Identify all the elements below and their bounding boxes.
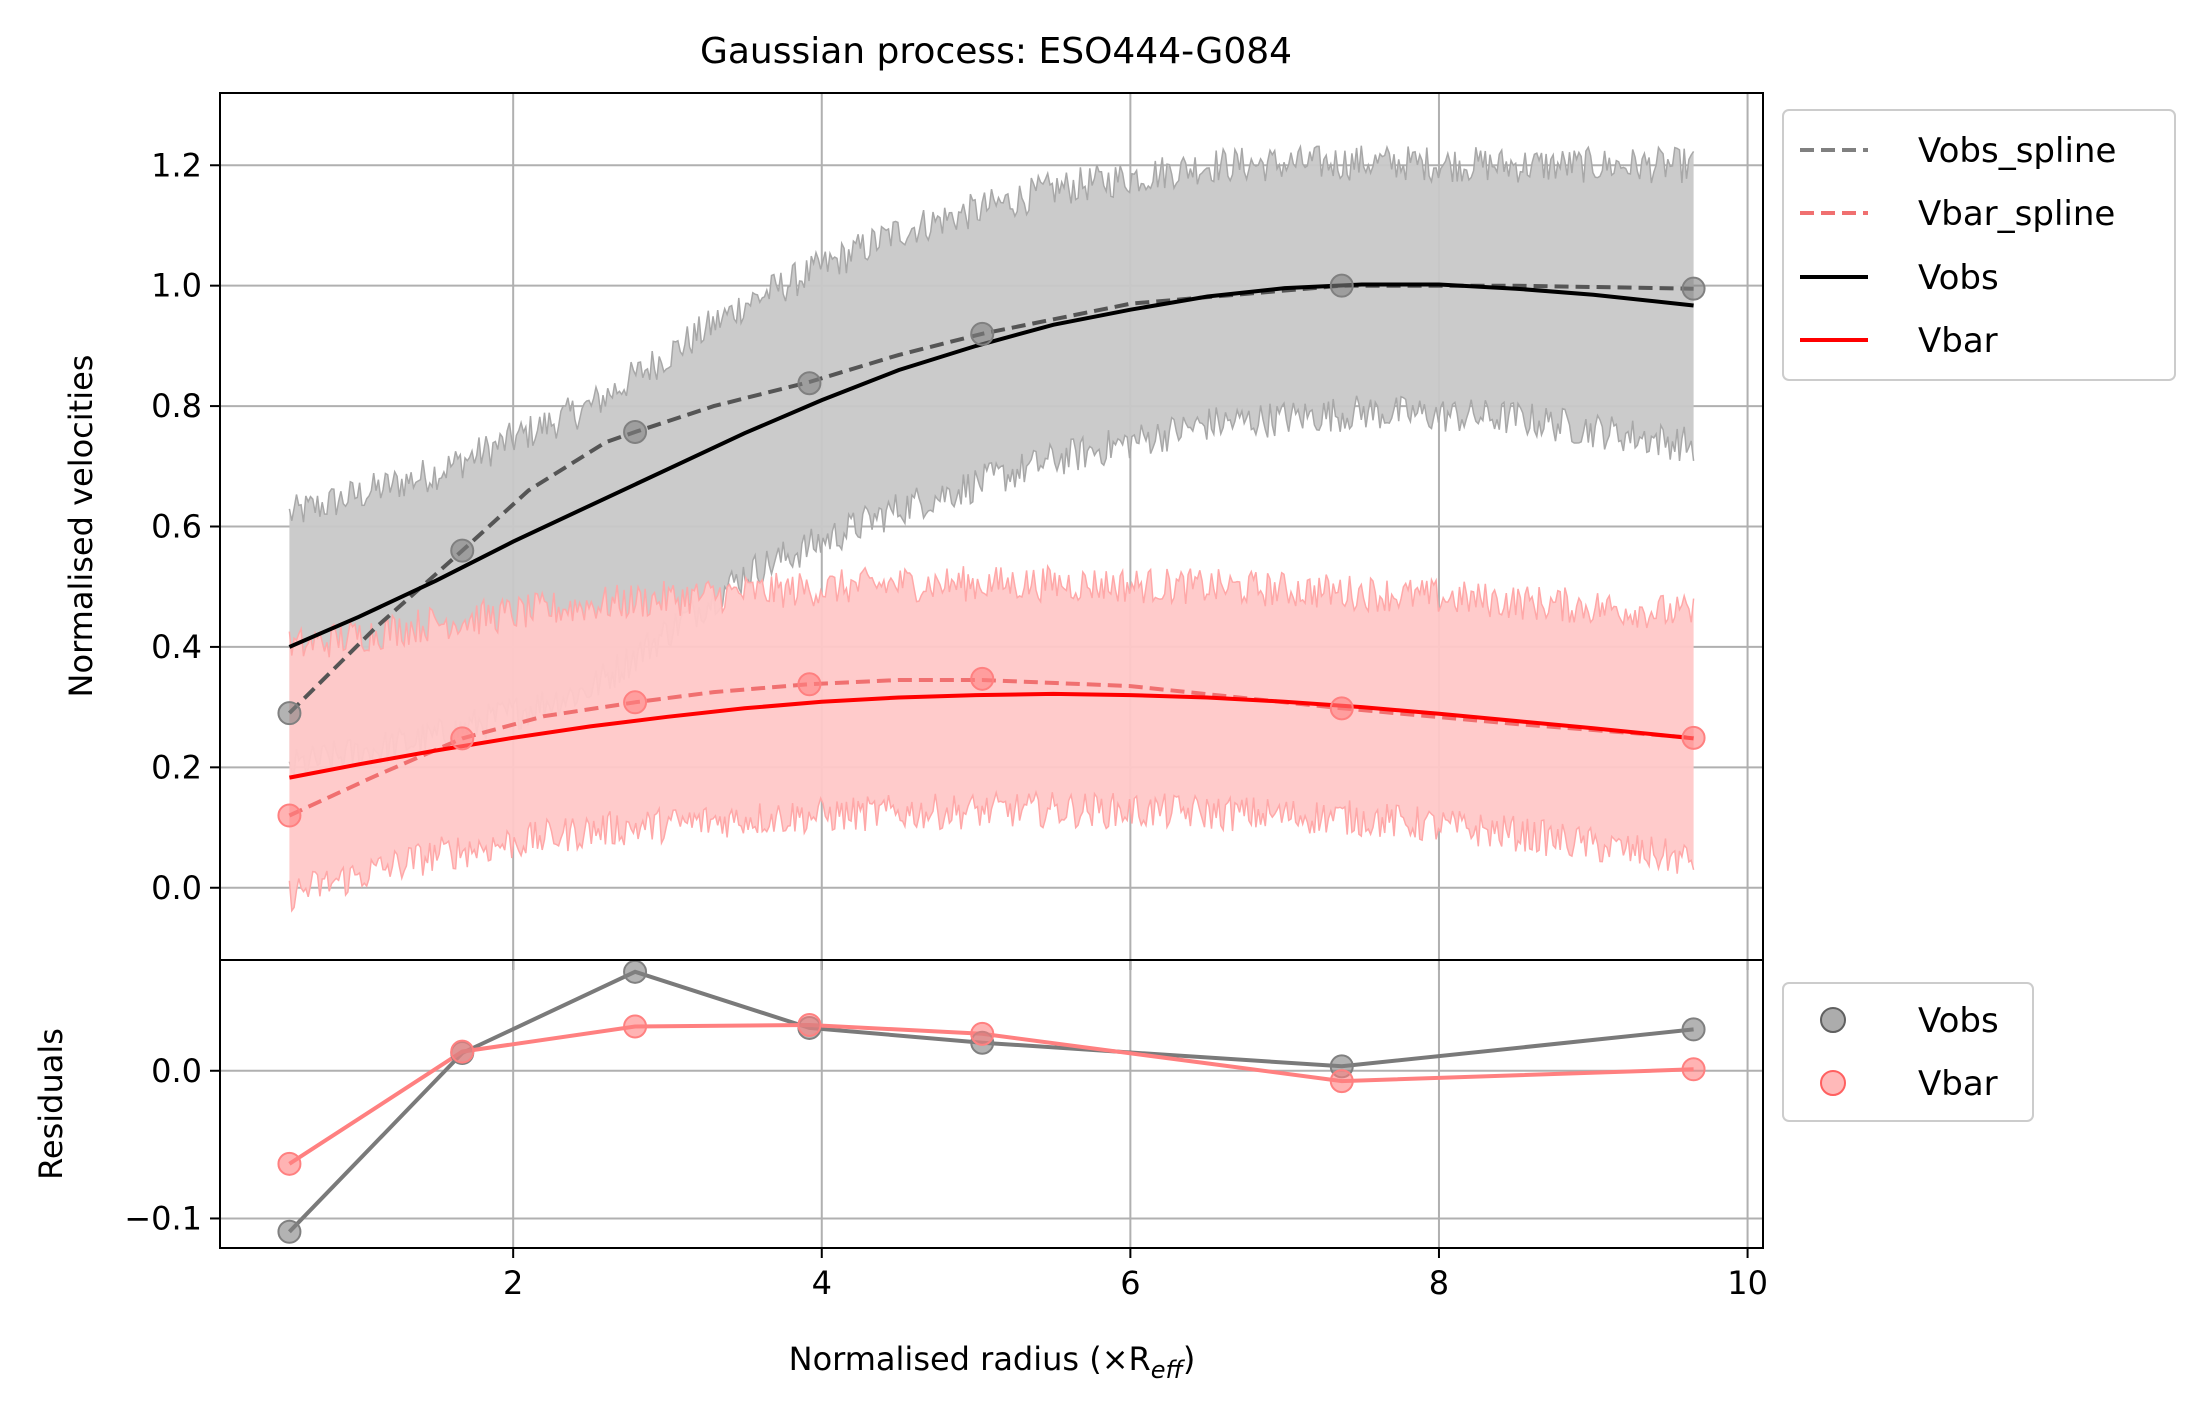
residuals-axis-ticks: 2 4 6 8 10 −0.1 0.0 xyxy=(124,1052,1768,1302)
velocities-panel: 0.0 0.2 0.4 0.6 0.8 1.0 1.2 Normalised velocit… xyxy=(62,92,1764,970)
main-ytick-label: 1.2 xyxy=(151,146,202,184)
residual-point-vbar xyxy=(623,1014,648,1039)
legend-label-vbar-spline: Vbar_spline xyxy=(1918,194,2115,234)
main-ytick-label: 0.8 xyxy=(151,387,202,425)
main-y-axis-label: Normalised velocities xyxy=(62,355,100,698)
residual-point-vbar xyxy=(450,1039,475,1064)
residuals-xtick-label: 8 xyxy=(1429,1264,1449,1302)
x-axis-label: Normalised radius (×Reff) xyxy=(789,1340,1196,1384)
residuals-grid xyxy=(220,960,1763,1248)
observed-point-vbar xyxy=(277,803,302,828)
residuals-panel: 2 4 6 8 10 −0.1 0.0 Residuals Normalised radiu… xyxy=(32,959,1768,1384)
band-upper-edge-vbar xyxy=(288,563,1695,658)
main-legend: Vobs_spline Vbar_spline Vobs Vbar xyxy=(1782,109,2176,381)
x-axis-label-sub: eff xyxy=(1151,1356,1186,1384)
main-legend-frame xyxy=(1782,109,2176,381)
legend-label-vobs-residual: Vobs xyxy=(1918,1001,1999,1041)
legend-label-vobs-spline: Vobs_spline xyxy=(1918,131,2116,171)
main-ytick-label: 0.0 xyxy=(151,869,202,907)
band-lower-edge-vbar xyxy=(288,789,1695,913)
residual-point-vobs xyxy=(1681,1017,1706,1042)
observed-point-vbar xyxy=(1329,696,1354,721)
observed-point-vobs xyxy=(970,321,995,346)
observed-point-vobs xyxy=(1329,273,1354,298)
residual-point-vbar xyxy=(797,1012,822,1037)
residuals-xtick-label: 6 xyxy=(1120,1264,1140,1302)
observed-point-vobs xyxy=(623,419,648,444)
observed-point-vbar xyxy=(623,690,648,715)
chart-title: Gaussian process: ESO444-G084 xyxy=(700,31,1292,72)
main-ytick-label: 1.0 xyxy=(151,267,202,305)
observed-point-vobs xyxy=(1681,276,1706,301)
series-line-vbar xyxy=(289,691,1694,780)
residuals-plot-frame xyxy=(219,959,1764,1249)
uncertainty-bands xyxy=(288,143,1695,913)
observed-point-vbar xyxy=(970,666,995,691)
observed-points xyxy=(277,273,1706,828)
observed-point-vobs xyxy=(797,371,822,396)
band-upper-edge-vobs xyxy=(288,143,1695,523)
main-ytick-label: 0.4 xyxy=(151,628,202,666)
residual-points xyxy=(277,959,1706,1244)
x-axis-label-main: Normalised radius (×R xyxy=(789,1340,1151,1378)
residual-point-vbar xyxy=(277,1151,302,1176)
residual-point-vobs xyxy=(623,959,648,984)
legend-label-vobs: Vobs xyxy=(1918,258,1999,298)
x-axis-label-close: ) xyxy=(1183,1340,1195,1378)
residuals-y-axis-label: Residuals xyxy=(32,1028,70,1180)
legend-marker-vobs-residual xyxy=(1820,1007,1846,1033)
residuals-legend: Vobs Vbar xyxy=(1782,982,2034,1122)
main-axis-ticks: 0.0 0.2 0.4 0.6 0.8 1.0 1.2 xyxy=(151,146,1749,970)
residuals-xtick-label: 4 xyxy=(812,1264,832,1302)
residuals-ytick-label: 0.0 xyxy=(151,1052,202,1090)
residual-point-vbar xyxy=(1681,1057,1706,1082)
legend-label-vbar: Vbar xyxy=(1918,321,1998,361)
residuals-xtick-label: 10 xyxy=(1727,1264,1768,1302)
observed-point-vbar xyxy=(450,726,475,751)
observed-point-vbar xyxy=(797,672,822,697)
main-ytick-label: 0.2 xyxy=(151,748,202,786)
legend-label-vbar-residual: Vbar xyxy=(1918,1064,1998,1104)
series-line-vobs xyxy=(288,282,1694,649)
residual-point-vbar xyxy=(970,1021,995,1046)
observed-point-vobs xyxy=(450,538,475,563)
residuals-xtick-label: 2 xyxy=(503,1264,523,1302)
residuals-ytick-label: −0.1 xyxy=(124,1199,202,1237)
main-ytick-label: 0.6 xyxy=(151,508,202,546)
band-vbar xyxy=(289,566,1694,911)
observed-point-vobs xyxy=(277,701,302,726)
residual-point-vobs xyxy=(277,1219,302,1244)
legend-marker-vbar-residual xyxy=(1820,1070,1846,1096)
residual-point-vbar xyxy=(1329,1069,1354,1094)
observed-point-vbar xyxy=(1681,725,1706,750)
